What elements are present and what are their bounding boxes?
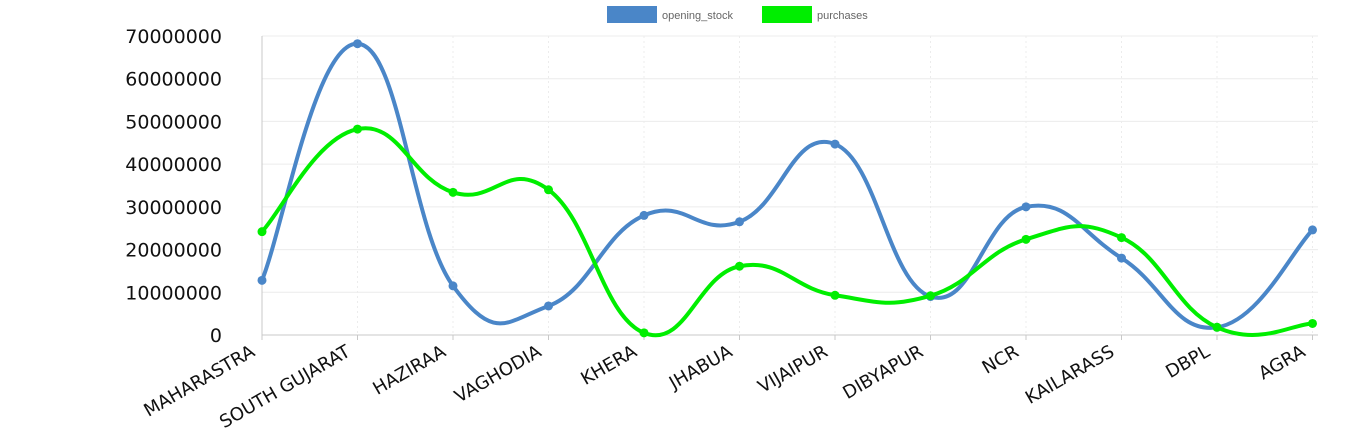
x-tick-label: JHABUA <box>665 341 737 395</box>
series-line <box>260 41 1315 330</box>
x-tick-label: DIBYAPUR <box>839 341 927 404</box>
y-tick-label: 70000000 <box>125 26 222 48</box>
data-point[interactable] <box>353 124 362 134</box>
x-tick-label: AGRA <box>1255 341 1309 385</box>
legend-label: opening_stock <box>662 10 733 22</box>
data-point[interactable] <box>448 281 458 291</box>
data-point[interactable] <box>639 328 649 338</box>
x-tick-label: KHERA <box>577 341 641 390</box>
y-tick-label: 50000000 <box>125 111 222 133</box>
tick-labels: 0 10000000 20000000 30000000 40000000 5000000… <box>125 26 1309 433</box>
axes <box>261 36 1318 340</box>
legend-swatch <box>607 6 657 23</box>
y-tick-label: 10000000 <box>125 282 222 304</box>
data-point[interactable] <box>1308 225 1317 235</box>
data-point[interactable] <box>639 210 649 220</box>
x-tick-label: NCR <box>979 341 1023 378</box>
data-point[interactable] <box>257 227 267 237</box>
data-point[interactable] <box>448 187 458 197</box>
series-purchases <box>257 124 1317 338</box>
data-point[interactable] <box>735 261 744 271</box>
legend-item[interactable]: opening_stock <box>607 6 733 23</box>
y-tick-label: 0 <box>210 325 222 347</box>
legend-label: purchases <box>817 10 868 22</box>
x-tick-label: DBPL <box>1162 341 1213 383</box>
data-point[interactable] <box>926 291 935 301</box>
data-point[interactable] <box>830 139 840 149</box>
data-point[interactable] <box>735 217 744 227</box>
data-point[interactable] <box>257 275 267 285</box>
x-tick-label: KAILARASS <box>1022 341 1118 409</box>
data-point[interactable] <box>1308 318 1317 328</box>
series-layer <box>257 39 1317 338</box>
legend-item[interactable]: purchases <box>762 6 868 23</box>
data-point[interactable] <box>1212 322 1222 332</box>
data-point[interactable] <box>1117 253 1126 263</box>
y-tick-label: 30000000 <box>125 197 222 219</box>
x-tick-label: VAGHODIA <box>451 341 545 408</box>
series-line <box>260 126 1315 338</box>
y-tick-label: 20000000 <box>125 240 222 262</box>
y-gridlines <box>262 35 1318 336</box>
legend: opening_stock purchases <box>607 6 868 23</box>
data-point[interactable] <box>353 39 362 49</box>
data-point[interactable] <box>1021 202 1031 212</box>
y-tick-label: 40000000 <box>125 154 222 176</box>
series-opening_stock <box>257 39 1317 332</box>
y-tick-label: 60000000 <box>125 69 222 91</box>
legend-swatch <box>762 6 812 23</box>
data-point[interactable] <box>830 290 840 300</box>
x-tick-label: VIJAIPUR <box>755 341 832 398</box>
x-tick-label: HAZIRAA <box>369 341 450 400</box>
data-point[interactable] <box>1117 233 1126 243</box>
data-point[interactable] <box>544 301 553 311</box>
data-point[interactable] <box>1021 234 1031 244</box>
data-point[interactable] <box>544 185 553 195</box>
grid <box>261 35 1318 336</box>
